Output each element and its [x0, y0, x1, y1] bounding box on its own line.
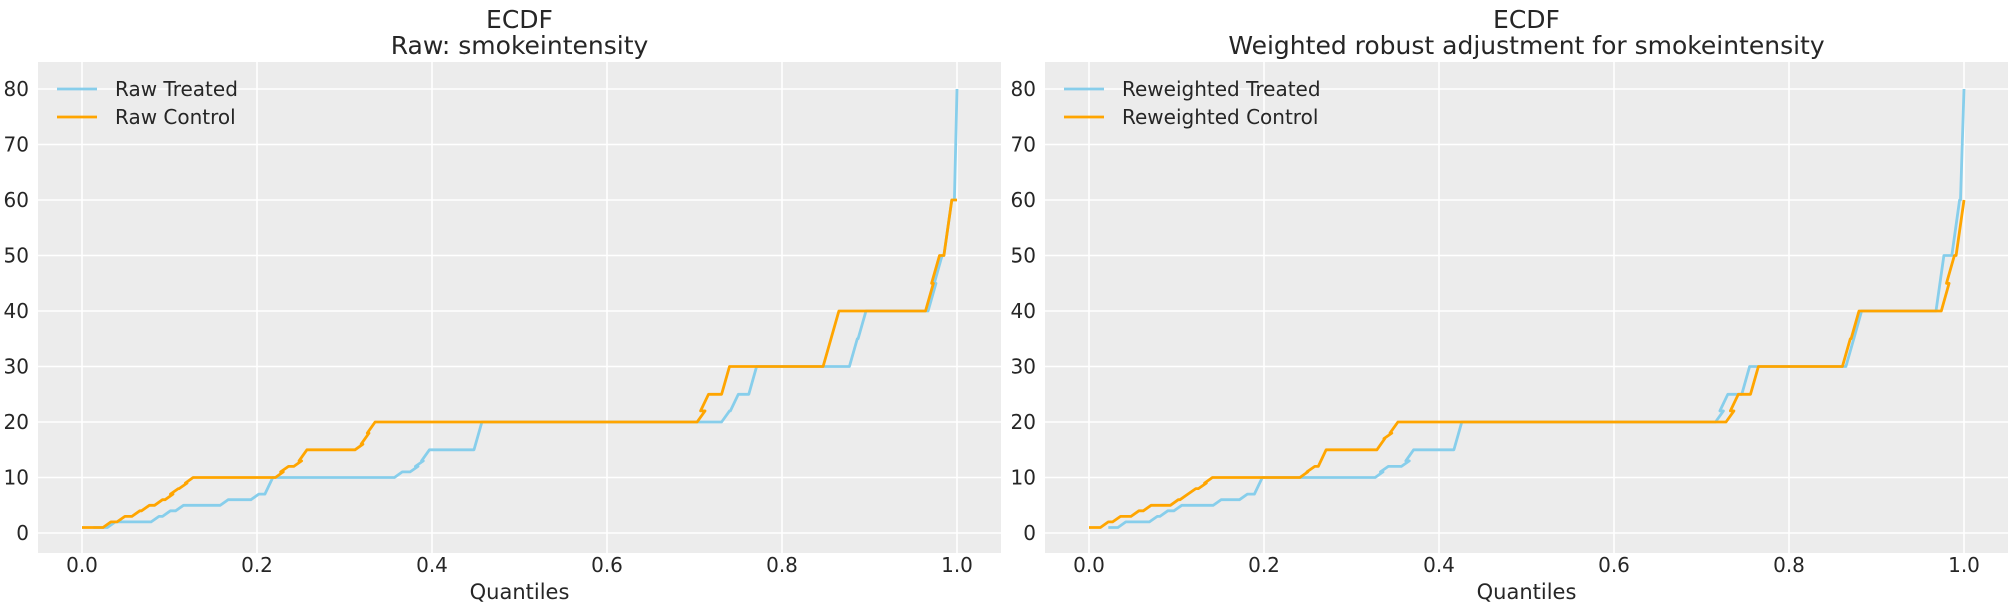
- y-tick-label: 60: [1011, 188, 1036, 212]
- chart-weighted: 0.0 0.2 0.4 0.6 0.8 1.0 0 10 20 30 40 50 60 70 80 ECDFW…: [1011, 5, 2008, 604]
- y-tick-label: 20: [4, 410, 29, 434]
- x-tick-label: 0.8: [1773, 553, 1805, 577]
- series-line-0: [93, 88, 959, 529]
- x-tick-label: 0.6: [1598, 553, 1630, 577]
- plot-area: [38, 62, 1001, 553]
- chart-raw: 0.0 0.2 0.4 0.6 0.8 1.001020304050607080ECDFR…: [4, 5, 1001, 604]
- chart-subtitle: Raw: smokeintensity: [391, 31, 649, 60]
- y-tick-label: 0: [1023, 521, 1036, 545]
- x-tick-label: 0.4: [416, 553, 448, 577]
- series-line-1: [82, 198, 957, 529]
- x-tick-label: 1.0: [941, 553, 973, 577]
- y-tick-label: 60: [4, 188, 29, 212]
- y-tick-label: 80: [4, 77, 29, 101]
- legend-label: Raw Control: [115, 105, 236, 129]
- x-axis-label: Quantiles: [1477, 580, 1577, 604]
- chart-title: ECDF: [1493, 5, 1560, 34]
- x-tick-label: 0.2: [241, 553, 273, 577]
- y-tick-label: 30: [1011, 355, 1036, 379]
- legend-label: Raw Treated: [115, 77, 238, 101]
- y-tick-label: 70: [1011, 133, 1036, 157]
- y-tick-label: 40: [1011, 299, 1036, 323]
- legend: Raw Treated Raw Control: [57, 77, 238, 129]
- plot-area: [1045, 62, 2008, 553]
- x-tick-label: 1.0: [1948, 553, 1980, 577]
- legend-label: Reweighted Treated: [1122, 77, 1321, 101]
- y-tick-label: 50: [1011, 244, 1036, 268]
- x-tick-label: 0.4: [1423, 553, 1455, 577]
- y-tick-label: 50: [4, 244, 29, 268]
- x-tick-label: 0.0: [66, 553, 98, 577]
- x-tick-label: 0.2: [1248, 553, 1280, 577]
- legend-label: Reweighted Control: [1122, 105, 1318, 129]
- chart-title: ECDF: [486, 5, 553, 34]
- y-tick-label: 70: [4, 133, 29, 157]
- y-tick-label: 20: [1011, 410, 1036, 434]
- y-tick-label: 10: [1011, 466, 1036, 490]
- x-tick-label: 0.8: [766, 553, 798, 577]
- y-tick-label: 40: [4, 299, 29, 323]
- series-line-1: [1089, 199, 1966, 529]
- series-line-0: [1108, 88, 1966, 529]
- y-tick-label: 10: [4, 466, 29, 490]
- x-tick-label: 0.6: [591, 553, 623, 577]
- chart-subtitle: Weighted robust adjustment for smokeinte…: [1228, 31, 1824, 60]
- y-tick-label: 30: [4, 355, 29, 379]
- y-tick-label: 0: [16, 521, 29, 545]
- x-axis-label: Quantiles: [470, 580, 570, 604]
- legend: Reweighted Treated Reweighted Control: [1064, 77, 1321, 129]
- y-tick-label: 80: [1011, 77, 1036, 101]
- x-tick-label: 0.0: [1073, 553, 1105, 577]
